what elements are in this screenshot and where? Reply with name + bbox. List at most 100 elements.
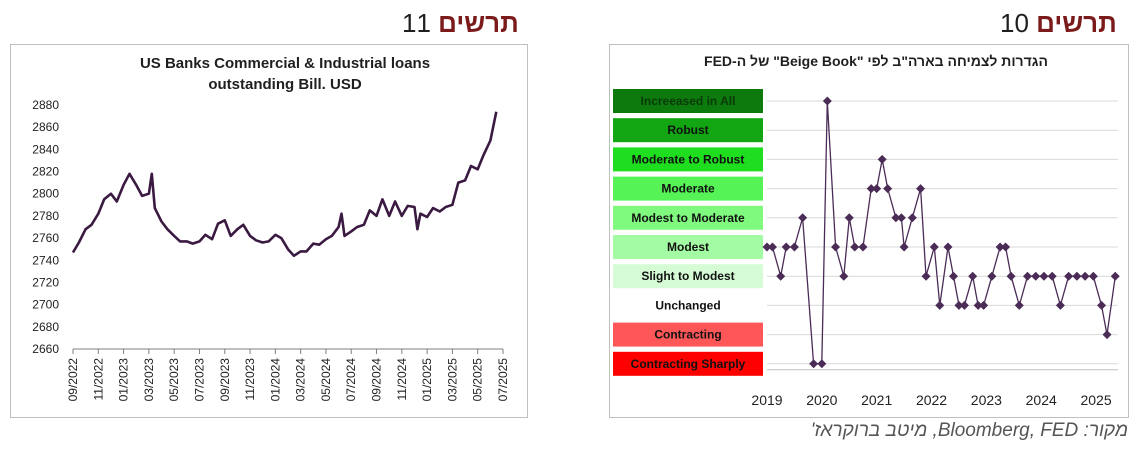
data-point-marker xyxy=(935,300,945,310)
data-point-marker xyxy=(916,184,926,194)
x-tick-label: 03/2024 xyxy=(294,358,308,402)
x-tick-label: 11/2022 xyxy=(91,358,105,401)
data-point-marker xyxy=(1031,271,1041,281)
data-point-marker xyxy=(809,359,819,369)
y-tick-label: 2760 xyxy=(32,231,59,245)
x-tick-label: 2020 xyxy=(806,392,837,408)
data-point-marker xyxy=(817,359,827,369)
x-tick-label: 11/2023 xyxy=(243,358,257,401)
data-point-marker xyxy=(979,300,989,310)
data-point-marker xyxy=(907,213,917,223)
x-tick-label: 01/2023 xyxy=(117,358,131,402)
data-point-marker xyxy=(883,184,893,194)
data-point-marker xyxy=(1023,271,1033,281)
category-box xyxy=(613,322,763,347)
data-point-marker xyxy=(850,242,860,252)
data-point-marker xyxy=(995,242,1005,252)
data-point-marker xyxy=(781,242,791,252)
x-tick-label: 2021 xyxy=(861,392,892,408)
y-tick-label: 2740 xyxy=(32,253,59,267)
y-tick-label: 2720 xyxy=(32,275,59,289)
data-point-marker xyxy=(973,300,983,310)
data-point-marker xyxy=(1006,271,1016,281)
data-point-marker xyxy=(822,96,832,106)
category-label: Slight to Modest xyxy=(641,269,734,283)
y-tick-label: 2700 xyxy=(32,298,59,312)
x-tick-label: 2025 xyxy=(1080,392,1111,408)
y-tick-label: 2680 xyxy=(32,320,59,334)
data-point-marker xyxy=(1088,271,1098,281)
x-tick-label: 09/2022 xyxy=(66,358,80,402)
data-point-marker xyxy=(831,242,841,252)
y-tick-label: 2660 xyxy=(32,342,59,356)
data-point-marker xyxy=(899,242,909,252)
data-point-marker xyxy=(877,154,887,164)
category-label: Moderate xyxy=(661,182,715,196)
data-point-marker xyxy=(1055,300,1065,310)
data-point-marker xyxy=(1080,271,1090,281)
data-point-marker xyxy=(891,213,901,223)
data-point-marker xyxy=(1102,330,1112,340)
x-tick-label: 01/2024 xyxy=(268,358,282,402)
chart-title-line: outstanding Bill. USD xyxy=(208,76,361,93)
chart-10-heading-word: תרשים xyxy=(1036,8,1117,38)
category-box xyxy=(613,89,763,113)
x-tick-label: 03/2023 xyxy=(142,358,156,402)
data-point-marker xyxy=(839,271,849,281)
data-point-marker xyxy=(872,184,882,194)
x-tick-label: 07/2023 xyxy=(192,358,206,402)
category-label: Moderate to Robust xyxy=(632,152,745,166)
x-tick-label: 07/2025 xyxy=(496,358,510,402)
chart-10-heading: תרשים 10 xyxy=(1000,8,1117,42)
data-point-marker xyxy=(921,271,931,281)
data-point-marker xyxy=(767,242,777,252)
data-point-marker xyxy=(1110,271,1120,281)
category-label: Robust xyxy=(667,123,708,137)
beige-book-series-line xyxy=(767,100,1116,365)
data-point-marker xyxy=(948,271,958,281)
data-point-marker xyxy=(896,213,906,223)
data-point-marker xyxy=(858,242,868,252)
y-tick-label: 2820 xyxy=(32,165,59,179)
category-label: Unchanged xyxy=(655,298,720,312)
x-tick-label: 03/2025 xyxy=(445,358,459,402)
x-tick-label: 05/2025 xyxy=(471,358,485,402)
data-point-marker xyxy=(954,300,964,310)
chart-11-heading-word: תרשים xyxy=(438,8,519,38)
data-point-marker xyxy=(776,271,786,281)
category-label: Contracting Sharply xyxy=(631,357,746,371)
y-tick-label: 2880 xyxy=(32,98,59,112)
data-point-marker xyxy=(789,242,799,252)
x-tick-label: 09/2023 xyxy=(218,358,232,402)
category-box xyxy=(613,118,763,143)
data-point-marker xyxy=(762,242,772,252)
data-point-marker xyxy=(959,300,969,310)
category-box xyxy=(613,205,763,230)
chart-title: הגדרות לצמיחה בארה"ב לפי "Beige Book" של… xyxy=(704,53,1048,69)
data-point-marker xyxy=(866,184,876,194)
y-tick-label: 2800 xyxy=(32,187,59,201)
category-label: Modest xyxy=(667,240,709,254)
data-point-marker xyxy=(1097,300,1107,310)
category-box xyxy=(613,264,763,289)
x-tick-label: 11/2024 xyxy=(395,358,409,401)
x-tick-label: 2023 xyxy=(971,392,1002,408)
data-point-marker xyxy=(943,242,953,252)
x-tick-label: 05/2024 xyxy=(319,358,333,402)
data-point-marker xyxy=(1047,271,1057,281)
source-note: מקור: Bloomberg, FED, מיטב ברוקראז' xyxy=(810,420,1128,441)
category-box xyxy=(613,176,763,201)
loans-chart-panel: US Banks Commercial & Industrial loans ou… xyxy=(10,44,528,418)
x-tick-label: 2019 xyxy=(751,392,782,408)
loans-chart: US Banks Commercial & Industrial loans ou… xyxy=(32,55,510,402)
x-tick-label: 09/2024 xyxy=(370,358,384,402)
data-point-marker xyxy=(968,271,978,281)
category-box xyxy=(613,235,763,259)
x-tick-label: 01/2025 xyxy=(420,358,434,402)
y-tick-label: 2840 xyxy=(32,142,59,156)
data-point-marker xyxy=(798,213,808,223)
data-point-marker xyxy=(1072,271,1082,281)
chart-10-heading-number: 10 xyxy=(1000,8,1029,38)
chart-11-heading: תרשים 11 xyxy=(402,8,519,42)
data-point-marker xyxy=(1064,271,1074,281)
